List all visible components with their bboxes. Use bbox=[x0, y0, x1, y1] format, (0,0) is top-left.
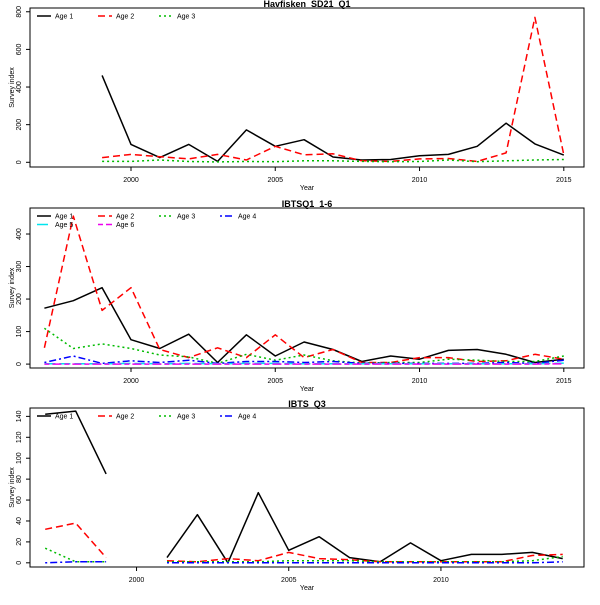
series-line-age-3 bbox=[44, 328, 563, 363]
series-line-age-4-seg1 bbox=[45, 562, 106, 563]
chart-panel-2: IBTSQ1_1-6 2000 2005 2010 2015 0 100 200 300 400 Y… bbox=[9, 199, 584, 393]
chart-title: IBTS_Q3 bbox=[288, 399, 326, 409]
y-tick-label: 20 bbox=[16, 538, 23, 546]
x-tick-label: 2010 bbox=[412, 177, 428, 184]
x-tick-label: 2015 bbox=[556, 177, 572, 184]
x-tick-label: 2005 bbox=[281, 577, 297, 584]
y-tick-label: 140 bbox=[16, 410, 23, 422]
chart-panel-1: Havfisken_SD21_Q1 2000 2005 2010 2015 0 200 400… bbox=[9, 0, 584, 192]
y-tick-label: 600 bbox=[16, 43, 23, 55]
legend-label: Age 3 bbox=[177, 414, 195, 421]
series-layer bbox=[45, 411, 563, 563]
x-tick-label: 2000 bbox=[123, 177, 139, 184]
x-axis-label: Year bbox=[300, 585, 315, 592]
legend-label: Age 3 bbox=[177, 14, 195, 21]
legend-label: Age 5 bbox=[55, 222, 73, 229]
legend-label: Age 4 bbox=[238, 214, 256, 221]
series-line-age-4 bbox=[44, 356, 563, 363]
legend-label: Age 1 bbox=[55, 214, 73, 221]
y-tick-label: 200 bbox=[16, 293, 23, 305]
legend-label: Age 2 bbox=[116, 414, 134, 421]
y-tick-label: 60 bbox=[16, 496, 23, 504]
y-tick-label: 0 bbox=[16, 561, 23, 565]
y-tick-label: 80 bbox=[16, 475, 23, 483]
legend-label: Age 1 bbox=[55, 414, 73, 421]
x-tick-label: 2005 bbox=[267, 177, 283, 184]
y-tick-label: 0 bbox=[16, 362, 23, 366]
x-axis-label: Year bbox=[300, 386, 315, 393]
y-tick-label: 0 bbox=[16, 160, 23, 164]
legend: Age 1 Age 2 Age 3 Age 4 Age 5 Age 6 bbox=[37, 214, 256, 230]
series-line-age-1-seg1 bbox=[45, 411, 106, 474]
series-line-age-1 bbox=[44, 288, 563, 363]
y-tick-label: 200 bbox=[16, 119, 23, 131]
legend-label: Age 2 bbox=[116, 214, 134, 221]
series-line-age-3-seg1 bbox=[45, 548, 106, 562]
plot-frame bbox=[30, 408, 584, 567]
legend-label: Age 1 bbox=[55, 14, 73, 21]
chart-title: IBTSQ1_1-6 bbox=[282, 199, 333, 209]
legend: Age 1 Age 2 Age 3 Age 4 bbox=[37, 414, 256, 421]
x-tick-label: 2000 bbox=[129, 577, 145, 584]
x-tick-label: 2000 bbox=[123, 378, 139, 385]
x-tick-label: 2005 bbox=[267, 378, 283, 385]
y-tick-label: 800 bbox=[16, 6, 23, 18]
legend-label: Age 6 bbox=[116, 222, 134, 229]
legend-label: Age 4 bbox=[238, 414, 256, 421]
series-line-age-2 bbox=[44, 216, 563, 362]
y-axis-label: Survey index bbox=[9, 467, 16, 508]
y-tick-label: 100 bbox=[16, 326, 23, 338]
series-line-age-1-seg2 bbox=[167, 493, 563, 563]
y-axis-label: Survey index bbox=[9, 267, 16, 308]
plot-frame bbox=[30, 8, 584, 167]
y-tick-label: 40 bbox=[16, 517, 23, 525]
legend-label: Age 2 bbox=[116, 14, 134, 21]
legend-label: Age 3 bbox=[177, 214, 195, 221]
series-line-age-1 bbox=[102, 75, 564, 161]
plot-frame bbox=[30, 208, 584, 368]
x-tick-label: 2010 bbox=[412, 378, 428, 385]
y-tick-label: 400 bbox=[16, 228, 23, 240]
series-line-age-2 bbox=[102, 17, 564, 161]
series-layer bbox=[44, 216, 563, 364]
y-tick-label: 300 bbox=[16, 261, 23, 273]
x-axis-label: Year bbox=[300, 185, 315, 192]
x-tick-label: 2010 bbox=[433, 577, 449, 584]
chart-panel-3: IBTS_Q3 2000 2005 2010 0 20 40 60 80 100 120 140 Yea… bbox=[9, 399, 584, 592]
y-tick-label: 100 bbox=[16, 452, 23, 464]
y-tick-label: 120 bbox=[16, 431, 23, 443]
y-axis-label: Survey index bbox=[9, 67, 16, 108]
y-tick-label: 400 bbox=[16, 81, 23, 93]
chart-title: Havfisken_SD21_Q1 bbox=[263, 0, 350, 9]
series-line-age-3 bbox=[102, 160, 564, 162]
legend: Age 1 Age 2 Age 3 bbox=[37, 14, 195, 21]
series-layer bbox=[102, 17, 564, 162]
x-tick-label: 2015 bbox=[556, 378, 572, 385]
